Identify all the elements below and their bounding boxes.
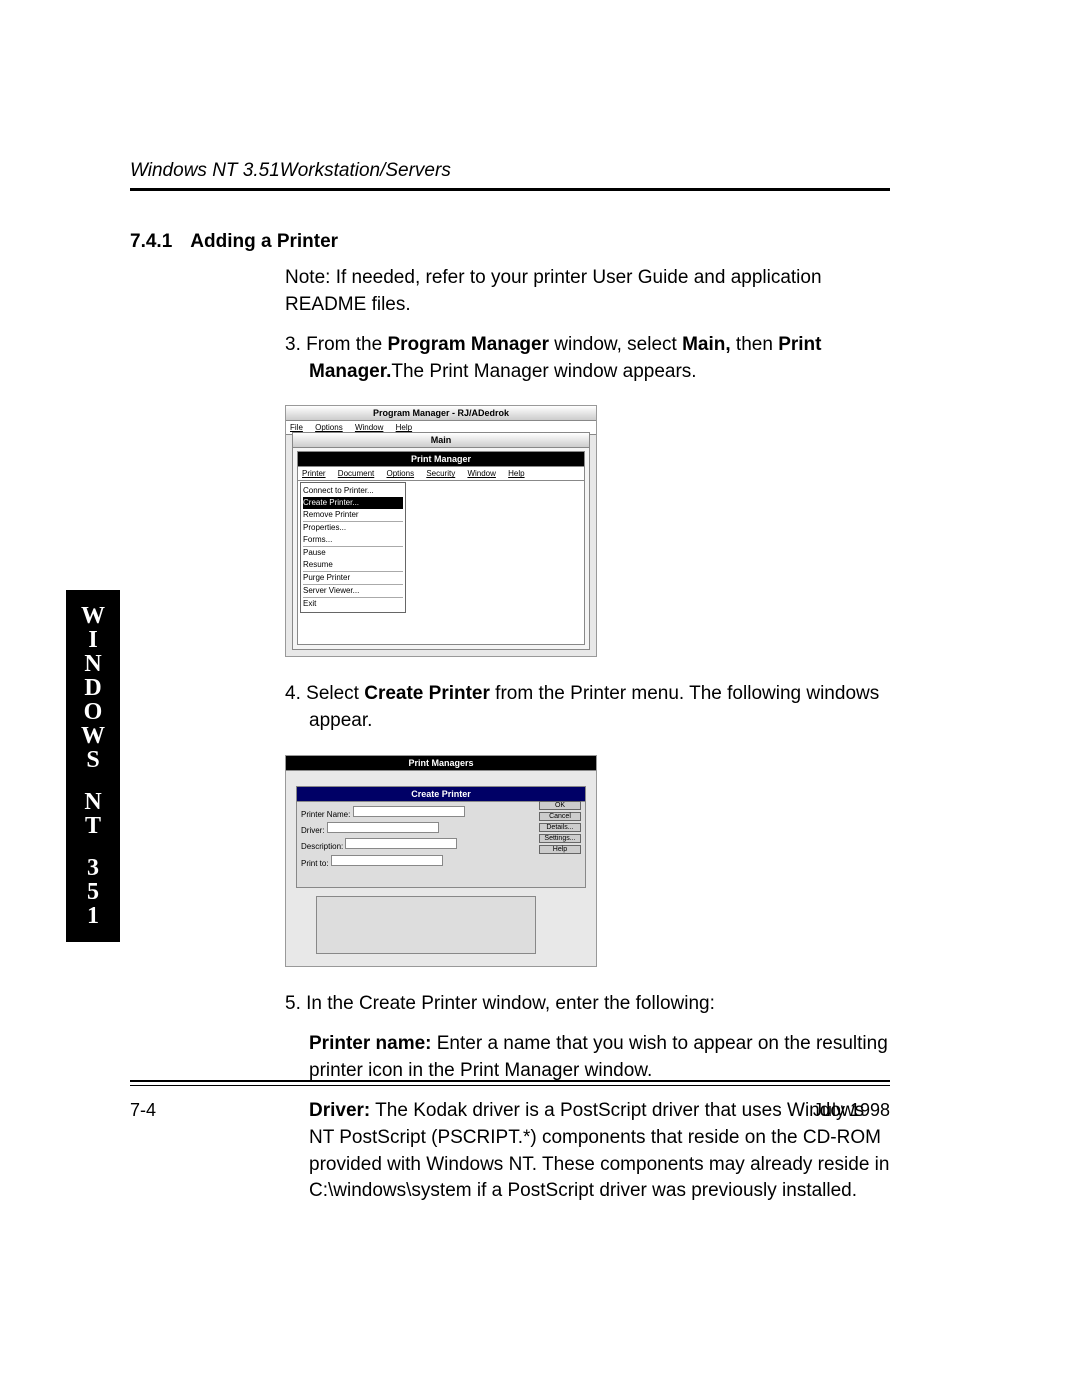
step-3: 3. From the Program Manager window, sele… [285, 332, 890, 385]
side-tab-letter: S [66, 748, 120, 772]
side-tab-digit: 1 [66, 904, 120, 928]
page-date: July 1998 [813, 1100, 890, 1121]
side-tab-letter: W [66, 604, 120, 628]
side-tab-letter: N [66, 790, 120, 814]
section-heading: 7.4.1 Adding a Printer [130, 231, 890, 253]
cp-outer-title: Print Managers [286, 756, 596, 771]
side-tab-letter: W [66, 724, 120, 748]
printer-name-para: Printer name: Enter a name that you wish… [309, 1031, 890, 1084]
cp-title: Create Printer [297, 787, 585, 802]
footer-rule [130, 1080, 890, 1086]
side-tab-digit: 5 [66, 880, 120, 904]
screenshot-program-manager: Program Manager - RJ/ADedrok File Option… [285, 405, 597, 657]
side-tab-letter: O [66, 700, 120, 724]
inner-window: Main Print Manager Printer Document Opti… [292, 432, 590, 650]
side-tab-letter: N [66, 652, 120, 676]
window-title: Program Manager - RJ/ADedrok [286, 406, 596, 421]
side-tab-letter: I [66, 628, 120, 652]
page-footer: 7-4 July 1998 [130, 1100, 890, 1121]
side-tab: W I N D O W S N T 3 5 1 [66, 590, 120, 942]
page-number: 7-4 [130, 1100, 156, 1121]
section-number: 7.4.1 [130, 231, 172, 252]
cp-buttons: OK Cancel Details... Settings... Help [539, 801, 581, 854]
note-text: Note: If needed, refer to your printer U… [285, 265, 890, 318]
pm-menu: Printer Document Options Security Window… [298, 467, 584, 481]
inner-title: Main [293, 433, 589, 448]
side-tab-letter: D [66, 676, 120, 700]
header-rule [130, 188, 890, 191]
cp-sub-dialog [316, 896, 536, 954]
step-4: 4. Select Create Printer from the Printe… [285, 681, 890, 734]
section-title-text: Adding a Printer [190, 231, 338, 252]
side-tab-letter: T [66, 814, 120, 838]
pm-title: Print Manager [298, 452, 584, 467]
side-tab-digit: 3 [66, 856, 120, 880]
screenshot-create-printer: Print Managers Create Printer Printer Na… [285, 755, 597, 967]
step-5: 5. In the Create Printer window, enter t… [285, 991, 890, 1018]
page-content: Windows NT 3.51Workstation/Servers 7.4.1… [130, 160, 890, 1219]
page-header: Windows NT 3.51Workstation/Servers [130, 160, 890, 182]
printer-menu-dropdown: Connect to Printer... Create Printer... … [300, 482, 406, 613]
